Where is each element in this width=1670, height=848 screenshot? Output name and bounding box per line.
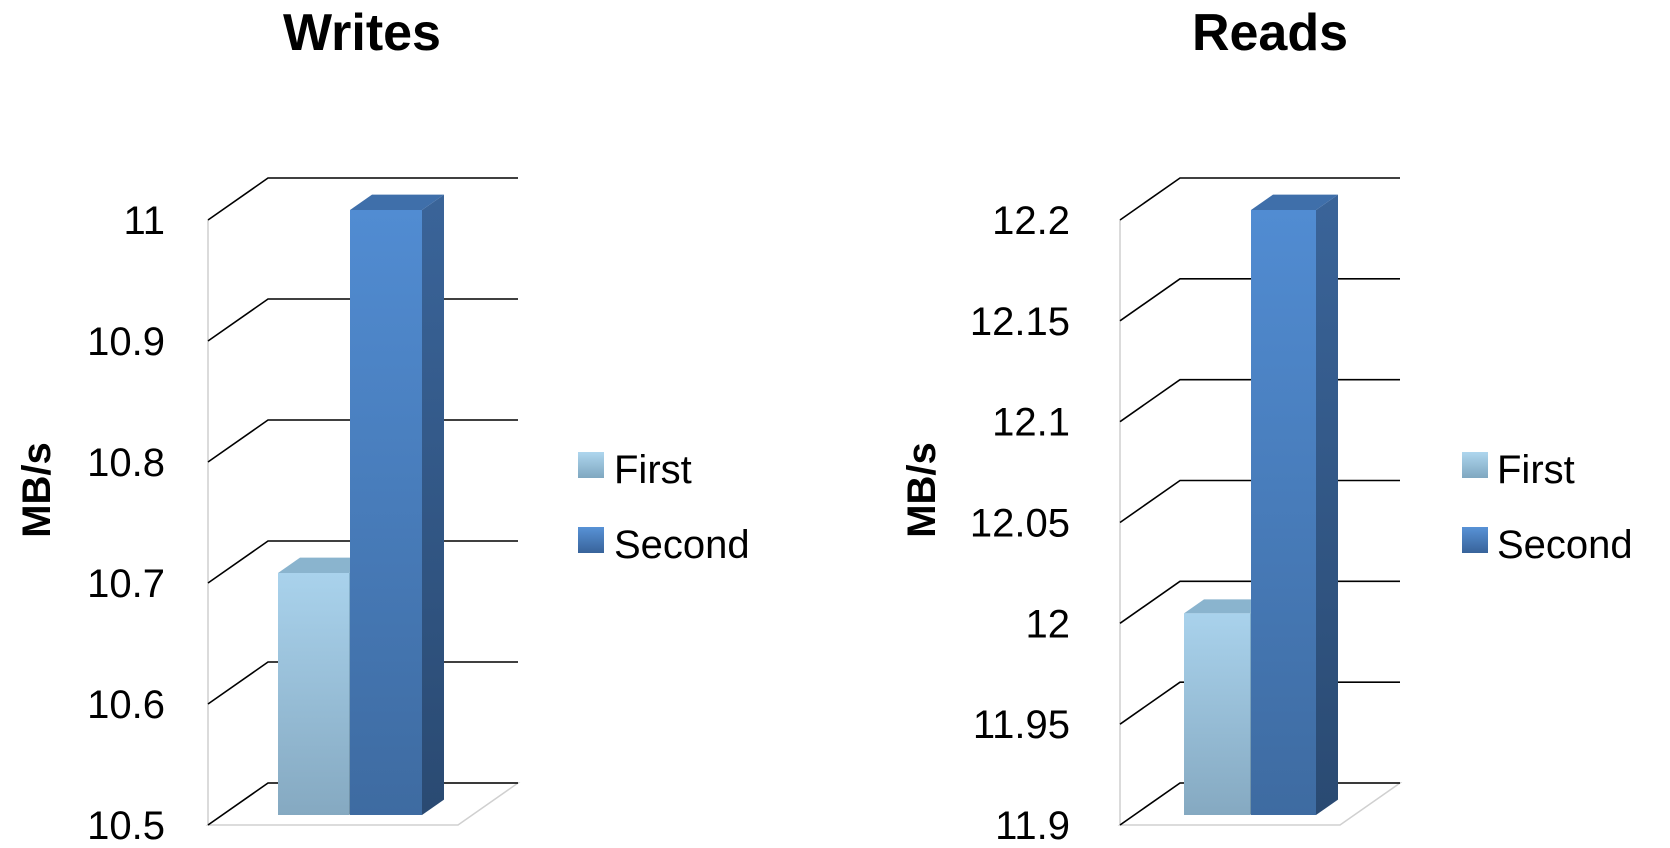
bar-top bbox=[1251, 194, 1338, 210]
bar-second bbox=[350, 194, 444, 816]
y-tick-label: 10.5 bbox=[87, 804, 165, 848]
writes-chart: Writes MB/s 10.5 10.6 10.7 10.8 10.9 11 First… bbox=[15, 4, 750, 848]
gridline bbox=[1119, 177, 1400, 221]
y-tick-label: 10.9 bbox=[87, 320, 165, 364]
y-tick-label: 12.2 bbox=[992, 199, 1070, 243]
legend-label-first: First bbox=[1497, 448, 1575, 492]
bar-side bbox=[1316, 194, 1338, 816]
legend: First Second bbox=[1462, 448, 1633, 567]
bar-top bbox=[350, 194, 444, 210]
legend-label-second: Second bbox=[614, 523, 750, 567]
y-tick-label: 10.6 bbox=[87, 683, 165, 727]
bars bbox=[278, 194, 444, 816]
reads-chart: Reads MB/s 11.9 11.95 12 12.05 12.1 12.15 12.2… bbox=[900, 4, 1633, 848]
legend-swatch-second bbox=[578, 527, 604, 553]
y-tick-label: 12.1 bbox=[992, 401, 1070, 445]
bar-top bbox=[1184, 599, 1270, 614]
y-tick-label: 12 bbox=[1026, 602, 1071, 646]
legend-swatch-first bbox=[1462, 452, 1488, 478]
gridline bbox=[207, 177, 518, 221]
bar-side bbox=[422, 194, 444, 816]
y-tick-label: 10.7 bbox=[87, 562, 165, 606]
bar-front bbox=[1184, 613, 1250, 815]
bar-front bbox=[278, 573, 349, 815]
y-axis-label: MB/s bbox=[15, 442, 59, 538]
legend-swatch-first bbox=[578, 452, 604, 478]
bar-second bbox=[1251, 194, 1338, 816]
bar-front bbox=[350, 210, 422, 815]
bar-top bbox=[278, 557, 371, 573]
bars bbox=[1184, 194, 1338, 816]
y-tick-label: 12.15 bbox=[970, 300, 1070, 344]
legend-swatch-second bbox=[1462, 527, 1488, 553]
legend-label-first: First bbox=[614, 448, 692, 492]
y-tick-label: 10.8 bbox=[87, 441, 165, 485]
y-tick-label: 12.05 bbox=[970, 502, 1070, 546]
legend-label-second: Second bbox=[1497, 523, 1633, 567]
chart-title: Writes bbox=[283, 4, 441, 62]
y-tick-label: 11.95 bbox=[973, 703, 1070, 747]
y-axis-label: MB/s bbox=[900, 442, 944, 538]
bar-front bbox=[1251, 210, 1316, 815]
chart-title: Reads bbox=[1192, 4, 1348, 62]
y-tick-label: 11 bbox=[123, 199, 165, 243]
y-tick-label: 11.9 bbox=[995, 804, 1070, 848]
legend: First Second bbox=[578, 448, 750, 567]
